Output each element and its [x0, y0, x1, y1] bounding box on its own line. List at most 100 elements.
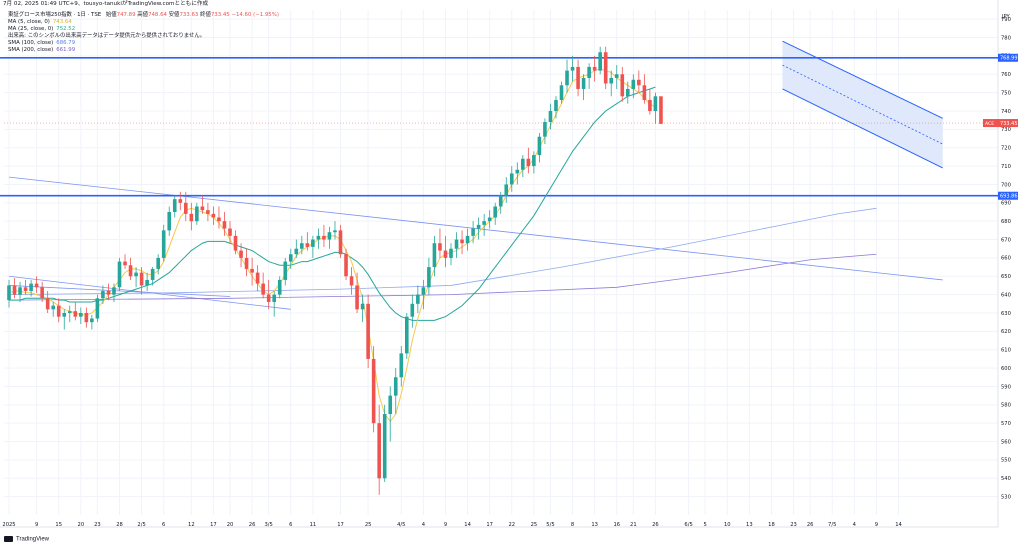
y-tick-label: 690: [1001, 201, 1011, 207]
candle: [266, 279, 271, 310]
y-tick-label: 710: [1001, 164, 1011, 170]
ma5-line: [8, 68, 656, 423]
candle-body: [620, 74, 625, 97]
candle-body: [487, 217, 492, 222]
candle-body: [112, 287, 116, 295]
candle-body: [509, 173, 514, 185]
candle: [150, 267, 155, 286]
indicator-sma100[interactable]: SMA (100, close) 686.79: [8, 40, 76, 46]
candle: [360, 294, 365, 323]
candle: [51, 301, 55, 317]
candle: [316, 228, 321, 249]
indicator-ma5[interactable]: MA (5, close, 0) 743.64: [8, 19, 72, 25]
candle: [592, 55, 597, 82]
candle-body: [504, 184, 509, 196]
candle: [405, 313, 409, 359]
candle-body: [95, 298, 100, 319]
candle: [587, 63, 591, 89]
indicator-sma200[interactable]: SMA (200, close) 661.99: [8, 47, 76, 53]
candle-body: [300, 243, 304, 249]
candle-body: [626, 88, 630, 97]
candle-body: [211, 213, 216, 218]
level-price-tag: [998, 53, 1018, 62]
x-tick-label: 4: [853, 522, 857, 528]
candle: [410, 294, 415, 328]
candle-body: [482, 221, 486, 225]
open-value: 747.89: [116, 12, 136, 18]
x-tick-label: 26: [652, 522, 659, 528]
candle-body: [427, 267, 431, 288]
y-tick-label: 750: [1001, 90, 1011, 96]
candle-body: [189, 213, 194, 222]
candle-body: [416, 294, 420, 304]
level-price-label: 693.86: [1000, 194, 1018, 200]
candle: [427, 257, 431, 295]
candle: [250, 257, 254, 286]
channel-mid: [782, 64, 943, 145]
candle-body: [40, 287, 44, 299]
y-tick-label: 670: [1001, 237, 1011, 243]
candle-body: [178, 199, 183, 203]
candle: [454, 232, 459, 258]
x-tick-label: 10: [724, 522, 731, 528]
candle-body: [371, 358, 376, 424]
candle: [333, 221, 337, 240]
x-tick-label: 18: [768, 522, 775, 528]
candle: [515, 162, 520, 185]
candle-body: [34, 283, 39, 288]
change-value: −14.60 (−1.95%): [231, 12, 279, 18]
y-tick-label: 590: [1001, 384, 1011, 390]
trend-line: [8, 176, 943, 281]
candle-body: [388, 395, 393, 414]
x-tick-label: 2/5: [137, 522, 145, 528]
candle: [493, 202, 497, 225]
candle: [272, 290, 276, 317]
indicator-volume[interactable]: 出来高: このシンボルの出来高データはデータ提供元から提供されておりません。: [8, 33, 206, 39]
candle-body: [576, 66, 580, 89]
candle-body: [338, 230, 343, 255]
tradingview-icon: [4, 536, 13, 543]
candle-body: [200, 206, 205, 211]
candle: [305, 232, 310, 251]
candle: [603, 46, 608, 89]
candle: [543, 118, 547, 145]
tradingview-logo[interactable]: TradingView: [4, 536, 49, 543]
instrument-legend[interactable]: 東証グロース市場250指数 · 1日 · TSE 始値747.89 高値748.…: [8, 12, 279, 19]
sma100-line: [8, 207, 877, 296]
candle-body: [609, 77, 614, 84]
candle: [62, 309, 67, 330]
candle: [548, 103, 553, 130]
candle: [416, 285, 420, 313]
y-tick-label: 530: [1001, 494, 1011, 500]
indicator-ma25[interactable]: MA (25, close, 0) 752.52: [8, 26, 76, 32]
x-tick-label: 6: [162, 522, 165, 528]
candle-body: [12, 285, 17, 295]
candle: [134, 267, 138, 288]
candle-body: [349, 276, 354, 286]
candle-body: [537, 136, 542, 156]
x-tick-label: 14: [464, 522, 471, 528]
candle: [421, 279, 426, 310]
candle: [217, 206, 221, 229]
candle-body: [648, 99, 652, 111]
candle: [189, 202, 194, 231]
high-value: 748.64: [148, 12, 167, 18]
candle-body: [250, 268, 254, 273]
x-tick-label: 9: [875, 522, 878, 528]
candle-body: [288, 254, 293, 262]
candle: [521, 155, 525, 178]
candle-body: [156, 257, 160, 269]
y-tick-label: 550: [1001, 458, 1011, 464]
candle: [554, 96, 558, 119]
candle: [261, 272, 265, 299]
y-tick-label: 700: [1001, 182, 1011, 188]
candle-body: [465, 235, 470, 244]
candle-body: [460, 239, 464, 244]
candle: [18, 281, 22, 302]
candle: [311, 235, 315, 258]
candle-body: [150, 268, 155, 280]
candle: [327, 226, 332, 249]
candle-body: [603, 52, 608, 84]
